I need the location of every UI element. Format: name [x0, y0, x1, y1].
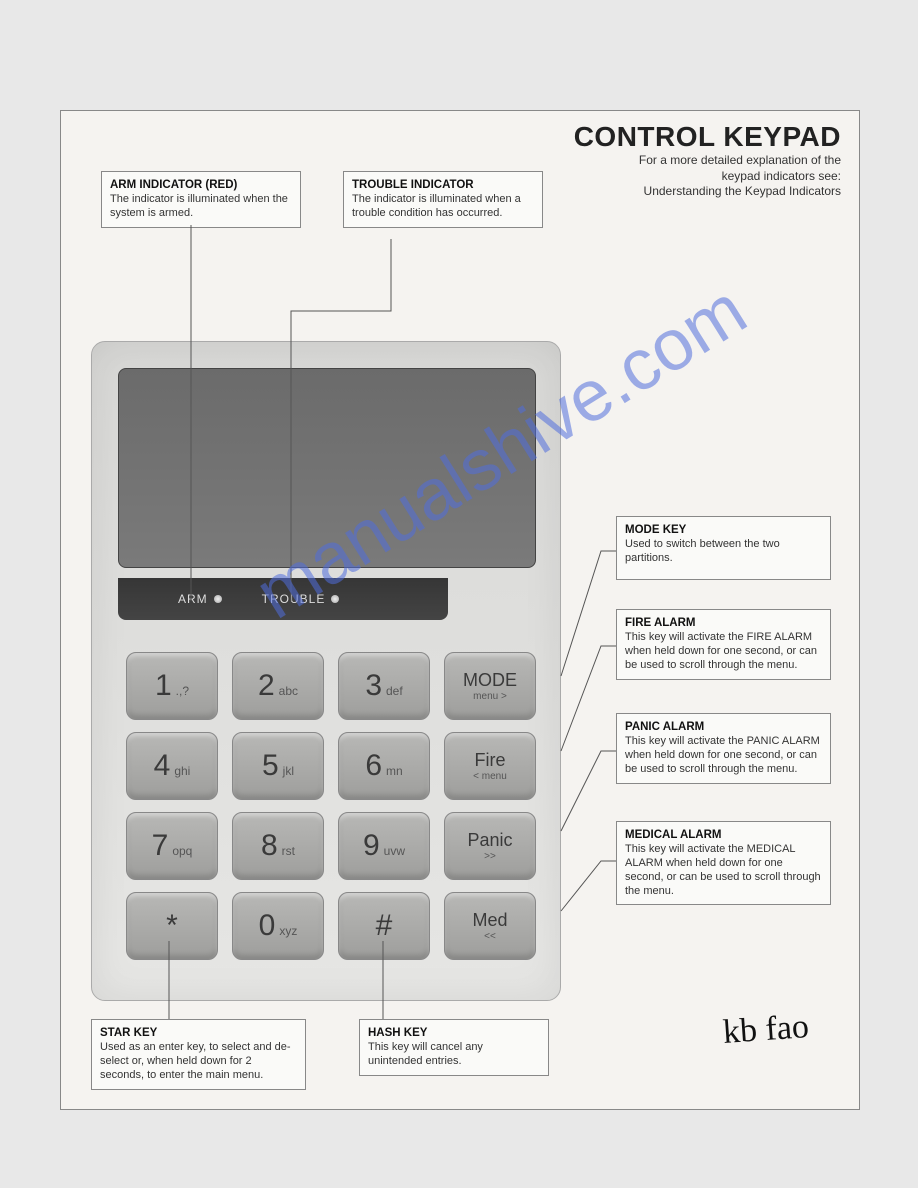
key-5[interactable]: 5 jkl [232, 732, 324, 800]
callout-trouble-indicator: TROUBLE INDICATOR The indicator is illum… [343, 171, 543, 228]
key-hash[interactable]: # [338, 892, 430, 960]
key-digit: 5 [262, 751, 279, 781]
callout-title: HASH KEY [368, 1026, 540, 1040]
signature: kb fao [722, 1008, 810, 1052]
callout-star-key: STAR KEY Used as an enter key, to select… [91, 1019, 306, 1090]
indicator-row: ARM TROUBLE [118, 578, 448, 620]
callout-mode-key: MODE KEY Used to switch between the two … [616, 516, 831, 580]
callout-title: FIRE ALARM [625, 616, 822, 630]
callout-body: This key will cancel any unintended entr… [368, 1041, 483, 1067]
callout-body: This key will activate the MEDICAL ALARM… [625, 843, 821, 896]
page-title: CONTROL KEYPAD [574, 121, 841, 153]
keypad-grid: 1.,? 2abc 3def MODEmenu > 4ghi 5jkl 6mn … [126, 652, 536, 960]
trouble-indicator: TROUBLE [262, 592, 340, 606]
key-letters: mn [386, 764, 403, 778]
page-subtitle-3: Understanding the Keypad Indicators [574, 184, 841, 200]
key-digit: 7 [152, 831, 169, 861]
key-digit: 6 [365, 751, 382, 781]
callout-body: The indicator is illuminated when the sy… [110, 193, 288, 219]
key-2[interactable]: 2 abc [232, 652, 324, 720]
callout-panic-alarm: PANIC ALARM This key will activate the P… [616, 713, 831, 784]
key-1[interactable]: 1.,? [126, 652, 218, 720]
keypad-device: ARM TROUBLE 1.,? 2 abc 3 def MODEmenu > 4g… [91, 341, 561, 1001]
callout-body: The indicator is illuminated when a trou… [352, 193, 521, 219]
callout-hash-key: HASH KEY This key will cancel any uninte… [359, 1019, 549, 1076]
key-digit: 3 [365, 671, 382, 701]
key-fn-sub: < menu [473, 771, 507, 782]
arm-indicator: ARM [178, 592, 222, 606]
key-panic[interactable]: Panic>> [444, 812, 536, 880]
callout-title: PANIC ALARM [625, 720, 822, 734]
page-subtitle-1: For a more detailed explanation of the [574, 153, 841, 169]
callout-medical-alarm: MEDICAL ALARM This key will activate the… [616, 821, 831, 905]
key-letters: opq [172, 844, 192, 858]
callout-arm-indicator: ARM INDICATOR (RED) The indicator is ill… [101, 171, 301, 228]
manual-page: CONTROL KEYPAD For a more detailed expla… [60, 110, 860, 1110]
key-6[interactable]: 6 mn [338, 732, 430, 800]
key-digit: 9 [363, 831, 380, 861]
key-digit: 0 [259, 911, 276, 941]
lcd-display [118, 368, 536, 568]
key-fn: MODE [463, 670, 517, 691]
key-star[interactable]: * [126, 892, 218, 960]
arm-led-icon [214, 595, 222, 603]
callout-body: This key will activate the FIRE ALARM wh… [625, 631, 817, 671]
key-7[interactable]: 7opq [126, 812, 218, 880]
key-letters: rst [282, 844, 295, 858]
key-fn-sub: menu > [473, 691, 507, 702]
key-fn: Panic [467, 830, 512, 851]
trouble-led-icon [331, 595, 339, 603]
key-symbol: * [166, 911, 178, 941]
key-symbol: # [376, 911, 393, 941]
key-digit: 4 [154, 751, 171, 781]
key-mode[interactable]: MODEmenu > [444, 652, 536, 720]
key-digit: 8 [261, 831, 278, 861]
key-letters: xyz [279, 924, 297, 938]
trouble-label: TROUBLE [262, 592, 326, 606]
callout-body: Used to switch between the two partition… [625, 538, 780, 564]
page-header: CONTROL KEYPAD For a more detailed expla… [574, 121, 841, 200]
key-0[interactable]: 0xyz [232, 892, 324, 960]
key-digit: 1 [155, 671, 172, 701]
key-fire[interactable]: Fire< menu [444, 732, 536, 800]
key-letters: jkl [283, 764, 294, 778]
key-fn: Fire [475, 750, 506, 771]
key-9[interactable]: 9 uvw [338, 812, 430, 880]
key-3[interactable]: 3 def [338, 652, 430, 720]
key-med[interactable]: Med<< [444, 892, 536, 960]
key-fn: Med [472, 910, 507, 931]
key-letters: abc [279, 684, 298, 698]
callout-title: STAR KEY [100, 1026, 297, 1040]
key-4[interactable]: 4ghi [126, 732, 218, 800]
callout-body: Used as an enter key, to select and de-s… [100, 1041, 291, 1081]
key-letters: ghi [174, 764, 190, 778]
arm-label: ARM [178, 592, 208, 606]
key-8[interactable]: 8 rst [232, 812, 324, 880]
key-letters: uvw [384, 844, 405, 858]
key-fn-sub: >> [484, 851, 496, 862]
callout-body: This key will activate the PANIC ALARM w… [625, 735, 820, 775]
callout-fire-alarm: FIRE ALARM This key will activate the FI… [616, 609, 831, 680]
callout-title: MODE KEY [625, 523, 822, 537]
key-fn-sub: << [484, 931, 496, 942]
key-letters: def [386, 684, 403, 698]
key-digit: 2 [258, 671, 275, 701]
key-letters: .,? [176, 684, 189, 698]
callout-title: ARM INDICATOR (RED) [110, 178, 292, 192]
callout-title: MEDICAL ALARM [625, 828, 822, 842]
callout-title: TROUBLE INDICATOR [352, 178, 534, 192]
page-subtitle-2: keypad indicators see: [574, 169, 841, 185]
